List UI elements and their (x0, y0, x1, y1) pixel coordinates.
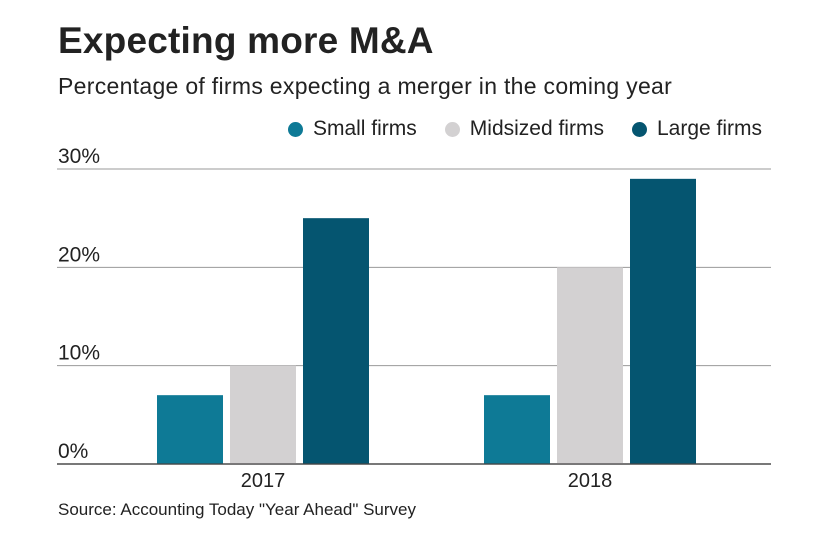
legend-item-large: Large firms (631, 117, 762, 141)
bar-large-firms (303, 218, 369, 464)
bar-small-firms (484, 395, 550, 464)
legend-label-large: Large firms (656, 117, 762, 140)
y-tick-label: 10% (58, 342, 100, 365)
chart-source: Source: Accounting Today "Year Ahead" Su… (58, 500, 416, 519)
y-tick-label: 30% (58, 145, 100, 168)
y-tick-label: 0% (58, 440, 88, 463)
bar-small-firms (157, 395, 223, 464)
chart-legend: Small firms Midsized firms Large firms (287, 117, 762, 141)
legend-swatch-small (287, 121, 303, 137)
y-tick-label: 20% (58, 243, 100, 266)
chart-subtitle: Percentage of firms expecting a merger i… (58, 73, 673, 99)
bar-midsized-firms (557, 267, 623, 464)
chart-title: Expecting more M&A (58, 20, 434, 61)
bar-midsized-firms (230, 365, 296, 464)
x-tick-label: 2017 (241, 470, 286, 492)
legend-label-small: Small firms (312, 117, 417, 140)
legend-item-midsized: Midsized firms (444, 117, 604, 141)
legend-swatch-large (631, 121, 647, 137)
legend-item-small: Small firms (287, 117, 417, 141)
legend-label-midsized: Midsized firms (469, 117, 604, 140)
x-tick-label: 2018 (568, 470, 613, 492)
bar-large-firms (630, 178, 696, 465)
legend-swatch-midsized (444, 121, 460, 137)
